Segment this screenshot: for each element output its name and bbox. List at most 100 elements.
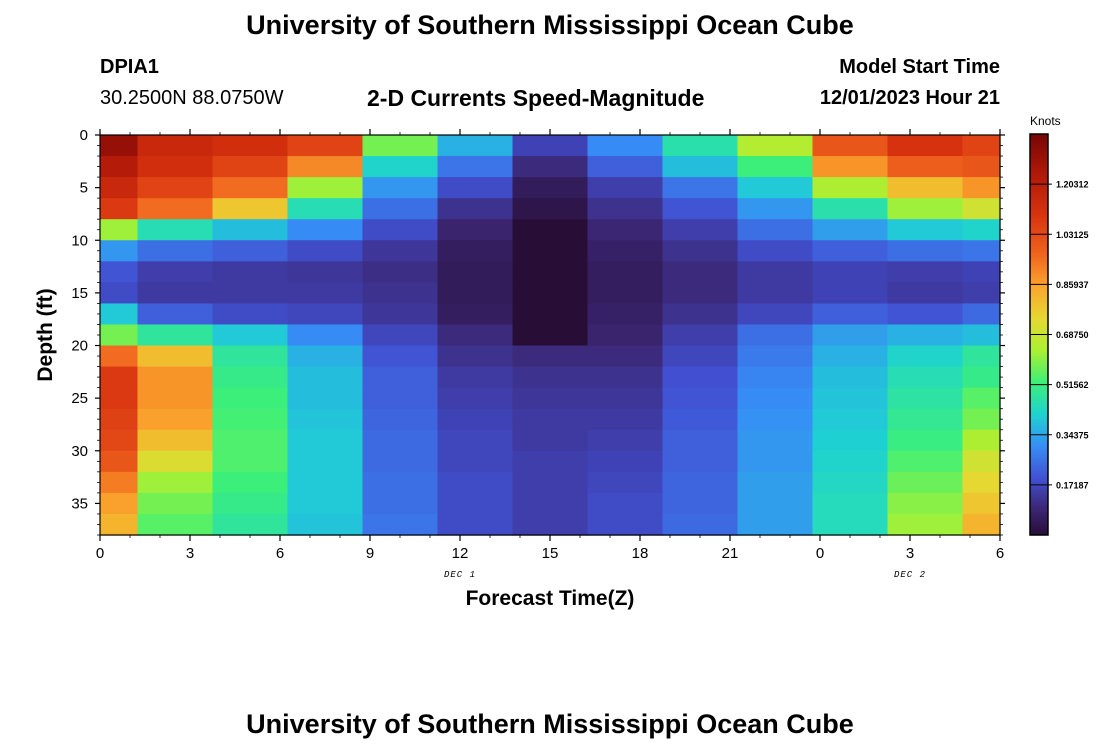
heatmap-cell: [587, 408, 664, 431]
heatmap-cell: [212, 366, 289, 389]
heatmap-cell: [512, 429, 589, 452]
heatmap-cell: [287, 366, 364, 389]
heatmap-cell: [100, 324, 139, 347]
heatmap-cell: [737, 282, 814, 305]
heatmap-cell: [437, 135, 514, 157]
heatmap-cell: [737, 513, 814, 536]
heatmap-cell: [512, 261, 589, 283]
heatmap-cell: [137, 429, 214, 452]
heatmap-cell: [437, 345, 514, 368]
heatmap-cell: [137, 408, 214, 431]
heatmap-cell: [212, 240, 289, 262]
heatmap-cell: [212, 156, 289, 178]
heatmap-cell: [587, 513, 664, 536]
colorbar-tick-label: 0.85937: [1056, 280, 1089, 290]
heatmap-cell: [887, 135, 964, 157]
heatmap-cell: [437, 261, 514, 283]
heatmap-cell: [587, 450, 664, 473]
x-tick-label: 0: [816, 545, 824, 562]
heatmap-cell: [437, 156, 514, 178]
heatmap-cell: [887, 471, 964, 494]
heatmap-cell: [587, 135, 664, 157]
heatmap-cell: [887, 324, 964, 347]
heatmap-cell: [100, 303, 139, 326]
heatmap-cell: [287, 177, 364, 199]
heatmap-cell: [887, 177, 964, 199]
heatmap-cell: [137, 177, 214, 199]
heatmap-cell: [437, 492, 514, 515]
heatmap-cell: [287, 450, 364, 473]
heatmap-cell: [512, 366, 589, 389]
heatmap-cell: [812, 219, 889, 241]
heatmap-cell: [962, 219, 1001, 241]
heatmap-cell: [362, 366, 439, 389]
heatmap-cell: [137, 198, 214, 220]
heatmap-cell: [812, 471, 889, 494]
heatmap-cell: [587, 429, 664, 452]
heatmap-cell: [962, 387, 1001, 410]
colorbar-tick-label: 0.34375: [1056, 430, 1089, 440]
heatmap-cell: [512, 198, 589, 220]
heatmap-cell: [437, 282, 514, 305]
heatmap-cell: [212, 135, 289, 157]
heatmap-cell: [737, 303, 814, 326]
heatmap-cell: [512, 156, 589, 178]
heatmap-cell: [737, 429, 814, 452]
heatmap-cell: [362, 177, 439, 199]
heatmap-cell: [512, 240, 589, 262]
y-tick-label: 15: [71, 285, 88, 302]
heatmap-cell: [437, 324, 514, 347]
heatmap-cell: [137, 135, 214, 157]
heatmap-cell: [137, 240, 214, 262]
heatmap-cell: [737, 471, 814, 494]
heatmap-cell: [212, 492, 289, 515]
heatmap-cell: [212, 282, 289, 305]
x-tick-label: 3: [906, 545, 914, 562]
heatmap-cell: [362, 471, 439, 494]
heatmap-cell: [737, 366, 814, 389]
heatmap-cell: [212, 324, 289, 347]
heatmap-cell: [437, 429, 514, 452]
heatmap-cell: [962, 471, 1001, 494]
heatmap-cell: [287, 492, 364, 515]
heatmap-cell: [100, 366, 139, 389]
heatmap-cell: [212, 429, 289, 452]
heatmap-cell: [437, 240, 514, 262]
heatmap-cell: [662, 219, 739, 241]
heatmap-cell: [962, 135, 1001, 157]
heatmap-cell: [587, 324, 664, 347]
heatmap-cell: [362, 345, 439, 368]
heatmap-cell: [100, 429, 139, 452]
heatmap-cell: [362, 450, 439, 473]
heatmap-cell: [362, 492, 439, 515]
heatmap-cell: [587, 219, 664, 241]
heatmap-cell: [587, 156, 664, 178]
heatmap-cell: [962, 450, 1001, 473]
heatmap-cell: [100, 198, 139, 220]
x-tick-label: 6: [276, 545, 284, 562]
heatmap-cell: [887, 345, 964, 368]
heatmap-cell: [137, 387, 214, 410]
heatmap-cell: [587, 471, 664, 494]
y-tick-label: 20: [71, 338, 88, 355]
model-start-value: 12/01/2023 Hour 21: [819, 87, 1000, 109]
heatmap-cell: [212, 408, 289, 431]
heatmap-cell: [887, 261, 964, 283]
heatmap-cell: [962, 345, 1001, 368]
colorbar-tick-label: 1.20312: [1056, 180, 1089, 190]
heatmap-cell: [100, 471, 139, 494]
heatmap-cell: [962, 177, 1001, 199]
y-tick-label: 30: [71, 443, 88, 460]
heatmap-cell: [962, 198, 1001, 220]
heatmap-cell: [137, 261, 214, 283]
heatmap-cell: [100, 282, 139, 305]
heatmap-cell: [100, 387, 139, 410]
heatmap-cell: [662, 471, 739, 494]
heatmap-cell: [587, 303, 664, 326]
page-title: University of Southern Mississippi Ocean…: [246, 10, 854, 40]
heatmap-cell: [137, 324, 214, 347]
heatmap-cell: [662, 240, 739, 262]
x-tick-label: 15: [542, 545, 559, 562]
heatmap-cell: [887, 450, 964, 473]
